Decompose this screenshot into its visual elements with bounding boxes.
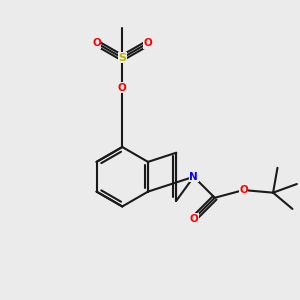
Text: O: O bbox=[239, 185, 248, 195]
Text: O: O bbox=[92, 38, 101, 48]
Text: O: O bbox=[144, 38, 152, 48]
Text: N: N bbox=[189, 172, 198, 182]
Text: O: O bbox=[189, 214, 198, 224]
Text: O: O bbox=[118, 82, 127, 93]
Text: S: S bbox=[118, 53, 126, 63]
